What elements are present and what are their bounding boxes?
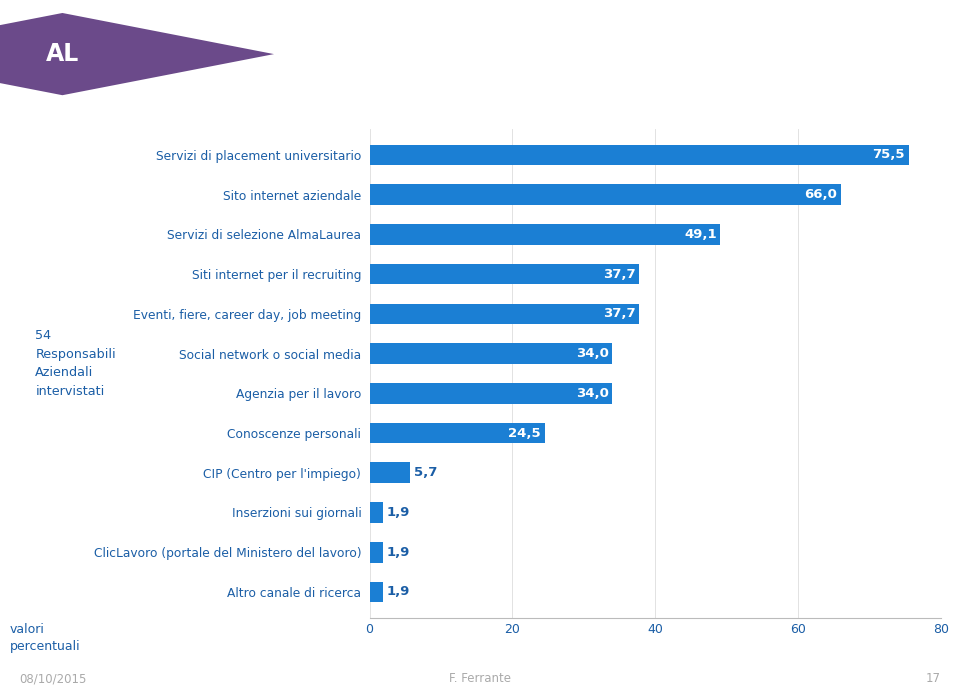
Text: 5,7: 5,7 — [414, 466, 437, 480]
Text: valori
percentuali: valori percentuali — [10, 623, 81, 653]
Text: 1,9: 1,9 — [387, 546, 410, 558]
Text: 37,7: 37,7 — [603, 267, 636, 281]
Text: 66,0: 66,0 — [804, 188, 837, 201]
Text: 17: 17 — [925, 672, 941, 685]
Bar — [370, 184, 841, 205]
Bar — [370, 581, 383, 602]
Text: 24,5: 24,5 — [509, 426, 541, 440]
Bar — [370, 502, 383, 523]
Text: F. Ferrante: F. Ferrante — [449, 672, 511, 685]
Bar — [370, 264, 638, 285]
Bar — [370, 343, 612, 364]
Bar — [370, 304, 638, 324]
Text: 37,7: 37,7 — [603, 307, 636, 320]
Text: 54
Responsabili
Aziendali
intervistati: 54 Responsabili Aziendali intervistati — [36, 329, 116, 398]
Text: AL: AL — [46, 42, 79, 66]
Bar — [370, 224, 720, 245]
Text: 1,9: 1,9 — [387, 506, 410, 519]
Text: 1,9: 1,9 — [387, 586, 410, 598]
Bar — [370, 462, 410, 483]
Text: 49,1: 49,1 — [684, 228, 716, 241]
Text: o riconducibili a Centromarca: o riconducibili a Centromarca — [130, 68, 453, 87]
Text: Canali di ricerca più utilizzati dalle aziende associate: Canali di ricerca più utilizzati dalle a… — [130, 26, 712, 45]
Text: 34,0: 34,0 — [576, 387, 609, 400]
Polygon shape — [0, 13, 274, 95]
Bar — [370, 144, 909, 165]
Text: 08/10/2015: 08/10/2015 — [19, 672, 86, 685]
Bar — [370, 542, 383, 563]
Text: 75,5: 75,5 — [873, 149, 905, 161]
Bar — [370, 423, 544, 443]
Bar — [370, 383, 612, 403]
Text: 34,0: 34,0 — [576, 347, 609, 360]
